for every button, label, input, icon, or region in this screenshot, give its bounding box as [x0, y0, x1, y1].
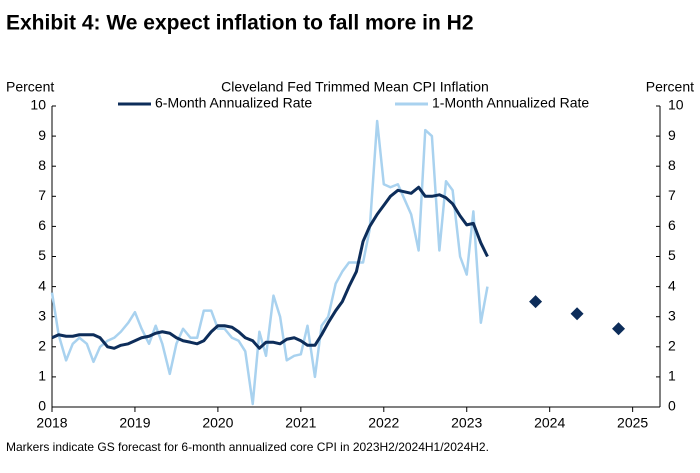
- legend-label: 6-Month Annualized Rate: [155, 95, 312, 111]
- y2-tick-label: 8: [668, 157, 676, 173]
- exhibit-title: Exhibit 4: We expect inflation to fall m…: [6, 12, 474, 35]
- x-tick-label: 2024: [534, 415, 565, 431]
- y-axis-label: Percent: [6, 79, 54, 95]
- y2-tick-label: 9: [668, 127, 676, 143]
- y2-tick-label: 7: [668, 187, 676, 203]
- y-tick-label: 7: [38, 187, 46, 203]
- y-tick-label: 0: [38, 398, 46, 414]
- y2-tick-label: 3: [668, 307, 676, 323]
- series-line: [51, 185, 489, 350]
- x-tick-label: 2020: [202, 415, 233, 431]
- y-tick-label: 3: [38, 307, 46, 323]
- y-tick-label: 2: [38, 338, 46, 354]
- x-tick-label: 2019: [119, 415, 150, 431]
- chart-title: Cleveland Fed Trimmed Mean CPI Inflation: [221, 79, 489, 95]
- y-tick-label: 5: [38, 247, 46, 263]
- y-tick-label: 4: [38, 277, 46, 293]
- y-tick-label: 9: [38, 127, 46, 143]
- y2-tick-label: 1: [668, 368, 676, 384]
- y2-tick-label: 10: [668, 97, 684, 113]
- y-tick-label: 1: [38, 368, 46, 384]
- y-tick-label: 8: [38, 157, 46, 173]
- x-tick-label: 2022: [368, 415, 399, 431]
- y2-tick-label: 2: [668, 338, 676, 354]
- legend-label: 1-Month Annualized Rate: [432, 95, 589, 111]
- y2-tick-label: 6: [668, 217, 676, 233]
- forecast-marker: [612, 322, 626, 336]
- series-line: [50, 119, 489, 406]
- x-tick-label: 2023: [451, 415, 482, 431]
- y-tick-label: 10: [30, 97, 46, 113]
- y-tick-label: 6: [38, 217, 46, 233]
- x-tick-label: 2021: [285, 415, 316, 431]
- x-tick-label: 2025: [617, 415, 648, 431]
- x-tick-label: 2018: [36, 415, 67, 431]
- forecast-marker: [529, 295, 543, 309]
- y2-tick-label: 0: [668, 398, 676, 414]
- y2-axis-label: Percent: [646, 79, 694, 95]
- y2-tick-label: 4: [668, 277, 676, 293]
- forecast-marker: [570, 307, 584, 321]
- y2-tick-label: 5: [668, 247, 676, 263]
- footnote: Markers indicate GS forecast for 6-month…: [6, 440, 489, 454]
